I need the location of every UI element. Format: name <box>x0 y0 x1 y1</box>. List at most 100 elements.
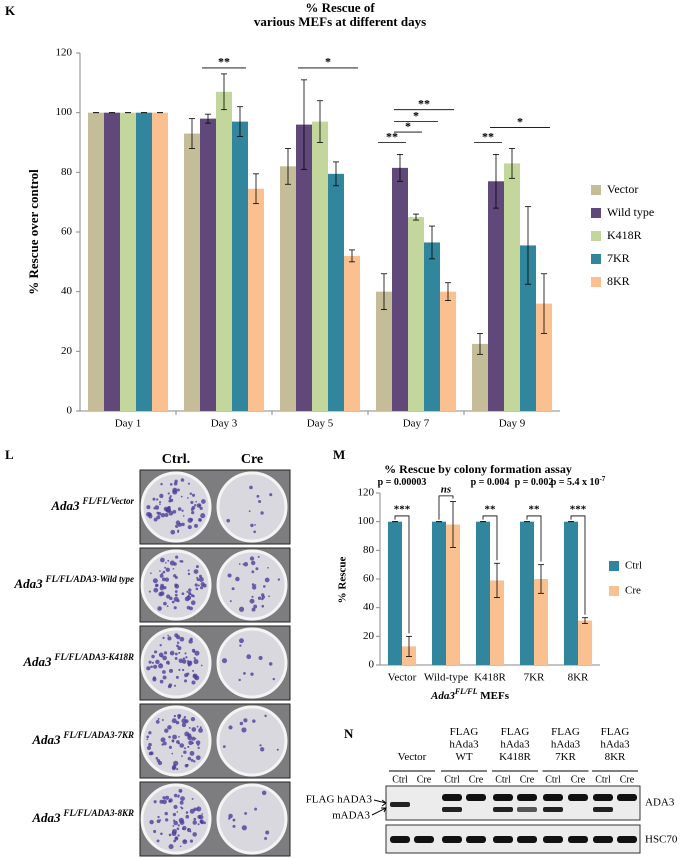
row-label-base: Ada3 <box>31 732 61 747</box>
error-bar <box>494 562 500 599</box>
colony <box>187 594 190 597</box>
lane-label: Ctrl <box>595 774 611 785</box>
bar <box>88 112 104 412</box>
colony <box>153 829 157 833</box>
colony <box>192 820 197 825</box>
colony <box>152 497 156 501</box>
colony <box>181 522 185 527</box>
colony <box>191 505 196 510</box>
chart-title: % Rescue by colony formation assay <box>384 462 572 476</box>
error-bar <box>333 161 339 187</box>
colony <box>174 590 178 593</box>
p-value-text: p = 5.4 x 10 <box>551 477 600 488</box>
colony <box>163 651 168 655</box>
colony <box>160 832 163 836</box>
bar <box>216 91 232 412</box>
colony <box>239 721 244 726</box>
colony <box>251 595 254 598</box>
bar <box>280 166 296 411</box>
colony <box>184 763 189 768</box>
colony <box>178 735 180 738</box>
colony <box>253 604 258 609</box>
colony <box>156 758 161 763</box>
colony <box>156 515 161 520</box>
colony <box>160 482 163 486</box>
x-tick-label: Day 7 <box>403 418 430 430</box>
colony <box>199 506 203 510</box>
colony <box>146 735 150 739</box>
colony <box>249 556 255 561</box>
colony <box>177 742 181 745</box>
colony <box>172 825 175 827</box>
colony <box>165 795 170 800</box>
significance-label: ** <box>482 129 494 143</box>
row-label-base: Ada3 <box>31 810 61 825</box>
error-bar <box>525 206 531 285</box>
colony <box>276 748 279 751</box>
colony <box>195 565 199 569</box>
lane-label: Ctrl <box>545 774 561 785</box>
colony <box>198 577 204 582</box>
colony <box>250 560 256 566</box>
colony <box>173 820 179 826</box>
significance-label: ** <box>529 503 541 515</box>
significance-bracket <box>570 515 586 615</box>
colony <box>195 755 201 761</box>
colony <box>254 807 258 811</box>
colony <box>164 577 170 582</box>
colony <box>176 811 179 813</box>
significance-label: ** <box>386 129 398 143</box>
error-bar <box>406 635 412 657</box>
colony <box>150 572 152 575</box>
colony <box>159 570 161 572</box>
colony <box>201 813 204 815</box>
colony <box>186 590 189 593</box>
colony <box>176 635 181 640</box>
colony <box>148 514 153 519</box>
colony <box>257 555 260 558</box>
colony <box>187 569 190 572</box>
group-label: 7KR <box>555 751 576 763</box>
row-label: Ada3 FL/FL/ADA3-K418R <box>22 652 134 669</box>
error-bar <box>509 148 515 179</box>
colony <box>235 576 240 582</box>
error-bar <box>541 273 547 334</box>
band <box>493 794 513 801</box>
lane-label: Ctrl <box>444 774 460 785</box>
row-label-sup: FL/FL/ADA3-K418R <box>53 652 134 662</box>
colony <box>178 668 181 671</box>
colony <box>264 577 270 583</box>
significance-label: *** <box>394 503 411 515</box>
colony <box>162 741 167 746</box>
colony <box>178 651 181 654</box>
colony <box>238 606 245 612</box>
bar <box>564 521 578 665</box>
y-axis-label: % Rescue <box>337 557 349 604</box>
x-tick-label: Day 3 <box>211 418 238 430</box>
colony <box>232 824 236 828</box>
colony <box>272 677 276 681</box>
colony <box>146 505 151 510</box>
colony <box>183 715 187 719</box>
colony <box>185 814 190 819</box>
colony <box>250 523 254 528</box>
row-label: Ada3 FL/FL/ADA3-8KR <box>31 808 134 825</box>
y-tick-label: 80 <box>363 544 375 556</box>
colony <box>177 824 180 827</box>
colony <box>148 590 151 593</box>
colony <box>183 747 187 750</box>
x-tick-label: Day 9 <box>499 418 526 430</box>
colony <box>198 504 201 507</box>
error-bar <box>253 173 259 205</box>
colony <box>190 716 196 722</box>
colony <box>189 839 193 843</box>
y-tick-label: 40 <box>61 285 73 297</box>
x-axis-label-base: Ada3 <box>430 690 455 702</box>
colony <box>184 731 190 737</box>
colony <box>158 501 162 504</box>
group-label: FLAG <box>551 726 580 738</box>
band <box>543 807 563 812</box>
colony <box>191 493 196 497</box>
error-bar <box>445 282 451 302</box>
row-label-base: Ada3 <box>13 576 43 591</box>
